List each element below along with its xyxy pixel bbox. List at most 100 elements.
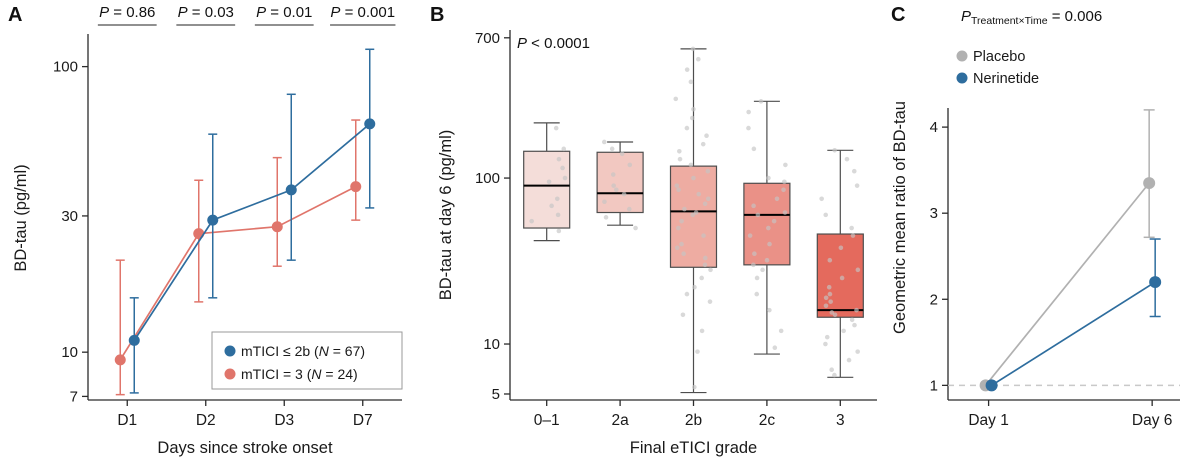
series-line xyxy=(991,281,1156,387)
jitter-point xyxy=(691,106,696,112)
jitter-point xyxy=(681,251,686,257)
jitter-point xyxy=(703,255,708,261)
jitter-point xyxy=(832,147,837,153)
p-annotation: P < 0.0001 xyxy=(517,35,590,52)
data-point xyxy=(1143,177,1156,190)
jitter-point xyxy=(702,262,708,268)
jitter-point xyxy=(782,210,788,215)
jitter-point xyxy=(696,191,702,197)
jitter-point xyxy=(701,233,706,238)
jitter-point xyxy=(852,322,857,328)
panel-c-chart: 1 2 3 4 Day 1 Day 6 Geometric mean ratio of BD… xyxy=(891,8,1180,429)
jitter-point xyxy=(855,349,860,354)
x-tick-label: 3 xyxy=(836,412,845,429)
y-tick-label: 7 xyxy=(70,388,78,405)
jitter-point xyxy=(705,196,711,202)
panel-b-chart: 5 10 100 700 0–1 2a 2b 2c 3 Final eTICI grade BD-t… xyxy=(437,30,877,457)
jitter-point xyxy=(751,146,757,152)
jitter-point xyxy=(679,241,684,247)
jitter-point xyxy=(556,156,562,162)
jitter-point xyxy=(705,168,711,174)
panel-b-label: B xyxy=(430,4,445,26)
jitter-point xyxy=(751,203,756,209)
jitter-point xyxy=(688,79,694,85)
y-axis-title: BD-tau (pg/ml) xyxy=(12,164,30,271)
jitter-point xyxy=(554,196,560,202)
jitter-point xyxy=(704,133,709,138)
jitter-point xyxy=(772,345,778,351)
jitter-point xyxy=(746,109,751,115)
series-line xyxy=(119,185,357,361)
y-tick-label: 5 xyxy=(492,386,500,403)
jitter-point xyxy=(782,179,787,185)
jitter-point xyxy=(754,275,760,281)
jitter-point xyxy=(614,187,619,193)
legend-label: mTICI = 3 (N = 24) xyxy=(241,366,358,382)
jitter-point xyxy=(560,165,565,171)
jitter-point xyxy=(828,299,833,304)
x-tick-label: 2a xyxy=(611,412,629,429)
jitter-point xyxy=(677,148,682,154)
jitter-point xyxy=(849,225,854,231)
x-tick-label: 2b xyxy=(685,412,702,429)
x-tick-label: D3 xyxy=(274,412,294,429)
jitter-point xyxy=(827,291,833,297)
data-point xyxy=(128,334,140,346)
jitter-point xyxy=(688,162,694,168)
jitter-point xyxy=(846,357,852,363)
box xyxy=(743,182,791,266)
y-tick-label: 1 xyxy=(930,377,938,394)
jitter-point xyxy=(755,212,761,218)
y-tick-label: 100 xyxy=(53,59,78,76)
jitter-point xyxy=(764,257,770,263)
jitter-point xyxy=(696,56,701,62)
series-line xyxy=(984,182,1150,386)
y-tick-label: 3 xyxy=(930,205,938,222)
jitter-point xyxy=(767,241,772,247)
legend-marker xyxy=(224,368,236,380)
legend-label: Nerinetide xyxy=(973,71,1039,87)
y-tick-label: 30 xyxy=(61,208,78,225)
jitter-point xyxy=(771,218,777,224)
legend-label: mTICI ≤ 2b (N = 67) xyxy=(241,343,365,359)
data-point xyxy=(985,379,998,392)
jitter-point xyxy=(676,225,681,231)
p-value-label: P = 0.03 xyxy=(178,4,234,21)
jitter-point xyxy=(562,175,568,181)
jitter-point xyxy=(680,312,686,318)
x-tick-label: 2c xyxy=(759,412,776,429)
jitter-point xyxy=(679,218,684,224)
jitter-point xyxy=(752,251,757,257)
jitter-point xyxy=(609,146,615,152)
legend-box xyxy=(211,331,403,390)
jitter-point xyxy=(829,310,835,315)
jitter-point xyxy=(603,215,609,220)
p-value-label: P = 0.001 xyxy=(330,4,395,21)
data-point xyxy=(350,181,362,193)
y-tick-label: 10 xyxy=(483,336,500,353)
y-tick-label: 10 xyxy=(61,344,78,361)
jitter-point xyxy=(621,191,627,197)
jitter-point xyxy=(553,125,559,131)
jitter-point xyxy=(684,125,690,131)
p-value-label: P = 0.01 xyxy=(256,4,312,21)
jitter-point xyxy=(854,183,860,188)
jitter-point xyxy=(754,291,760,297)
jitter-point xyxy=(781,187,786,193)
y-tick-label: 100 xyxy=(475,170,500,187)
jitter-point xyxy=(844,156,850,162)
panel-c-label: C xyxy=(891,4,906,26)
jitter-point xyxy=(850,233,856,238)
jitter-point xyxy=(689,115,695,121)
jitter-point xyxy=(839,275,845,281)
jitter-point xyxy=(826,284,832,290)
jitter-point xyxy=(838,245,844,251)
jitter-point xyxy=(823,303,829,309)
jitter-point xyxy=(783,162,788,168)
p-annotation: PTreatment×Time = 0.006 xyxy=(961,8,1102,27)
jitter-point xyxy=(684,67,690,72)
jitter-point xyxy=(702,201,708,207)
jitter-point xyxy=(695,349,700,354)
jitter-point xyxy=(707,299,713,304)
